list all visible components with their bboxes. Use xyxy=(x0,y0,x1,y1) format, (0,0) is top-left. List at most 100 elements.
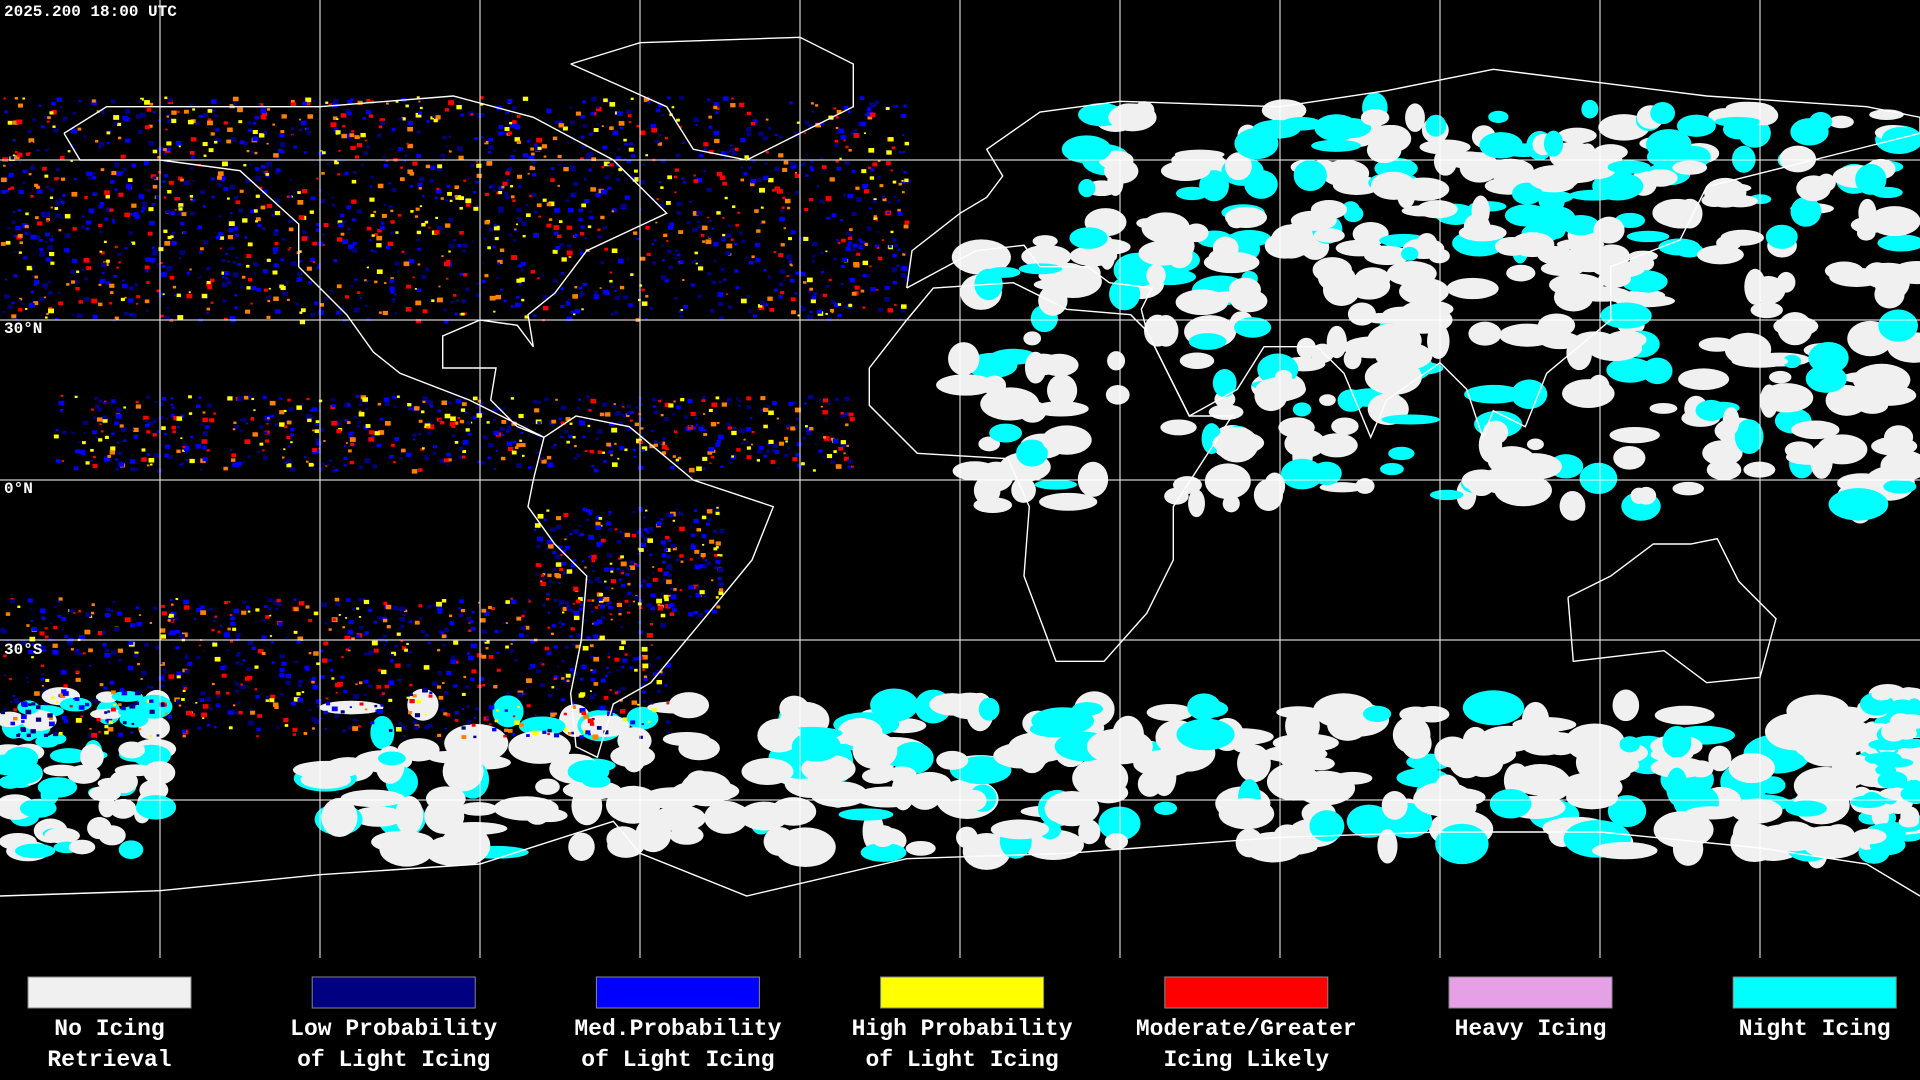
icing-speck xyxy=(638,548,644,552)
icing-speck xyxy=(106,281,111,285)
cloud xyxy=(1401,205,1442,217)
icing-speck xyxy=(481,684,485,687)
cloud xyxy=(1187,693,1221,721)
coastline xyxy=(1567,537,1777,684)
icing-speck xyxy=(671,106,675,109)
icing-speck xyxy=(847,244,851,247)
icing-speck xyxy=(558,603,562,607)
icing-speck xyxy=(313,164,316,166)
icing-speck xyxy=(619,646,625,650)
icing-speck xyxy=(579,735,584,739)
icing-speck xyxy=(537,513,544,519)
cloud xyxy=(1750,301,1783,319)
icing-speck xyxy=(547,728,552,733)
icing-speck xyxy=(579,291,585,296)
icing-speck xyxy=(587,424,591,427)
icing-speck xyxy=(564,601,570,605)
icing-speck xyxy=(735,286,740,289)
icing-speck xyxy=(609,279,613,283)
icing-speck xyxy=(664,136,669,140)
icing-speck xyxy=(703,565,708,569)
cloud xyxy=(1540,261,1586,277)
icing-speck xyxy=(531,152,535,156)
icing-speck xyxy=(171,110,177,115)
icing-speck xyxy=(424,454,428,458)
icing-speck xyxy=(336,237,343,242)
icing-speck xyxy=(251,150,255,154)
icing-speck xyxy=(534,523,541,528)
icing-speck xyxy=(99,683,104,687)
icing-speck xyxy=(214,615,218,618)
icing-speck xyxy=(670,587,673,590)
icing-speck xyxy=(176,293,181,298)
icing-speck xyxy=(560,287,564,291)
icing-speck xyxy=(5,240,11,245)
cloud xyxy=(1744,268,1766,305)
icing-speck xyxy=(246,254,252,259)
icing-speck xyxy=(412,276,415,279)
icing-speck xyxy=(353,307,360,313)
icing-speck xyxy=(491,607,495,611)
icing-speck xyxy=(665,548,671,552)
icing-speck xyxy=(616,567,620,571)
icing-speck xyxy=(443,308,447,312)
icing-speck xyxy=(398,721,402,725)
cloud xyxy=(669,825,704,845)
icing-speck xyxy=(316,441,322,446)
icing-speck xyxy=(253,209,258,213)
icing-speck xyxy=(516,208,522,213)
icing-speck xyxy=(104,400,107,403)
icing-speck xyxy=(592,622,595,625)
icing-speck xyxy=(830,460,836,464)
icing-speck xyxy=(349,133,355,138)
icing-speck xyxy=(317,450,321,454)
icing-speck xyxy=(188,395,192,399)
icing-speck xyxy=(686,221,691,225)
cloud xyxy=(1643,169,1678,187)
icing-speck xyxy=(561,549,567,554)
icing-speck xyxy=(744,155,749,159)
icing-speck xyxy=(505,430,509,433)
icing-speck xyxy=(873,198,877,201)
icing-speck xyxy=(903,171,907,174)
icing-speck xyxy=(426,399,431,404)
icing-speck xyxy=(501,420,507,424)
icing-speck xyxy=(144,299,150,304)
icing-speck xyxy=(166,266,173,271)
icing-speck xyxy=(408,710,413,715)
icing-speck xyxy=(679,526,685,532)
icing-speck xyxy=(255,194,260,198)
icing-speck xyxy=(36,189,43,194)
icing-speck xyxy=(848,303,853,307)
icing-speck xyxy=(16,119,23,125)
icing-speck xyxy=(71,431,75,435)
icing-speck xyxy=(442,644,446,647)
icing-speck xyxy=(399,117,403,121)
icing-speck xyxy=(359,702,364,706)
icing-speck xyxy=(128,286,134,291)
icing-speck xyxy=(901,179,904,182)
icing-speck xyxy=(251,646,256,651)
icing-speck xyxy=(573,313,576,316)
icing-speck xyxy=(233,226,239,231)
icing-speck xyxy=(512,715,516,718)
icing-speck xyxy=(321,602,328,608)
icing-speck xyxy=(609,421,615,426)
icing-speck xyxy=(292,733,296,736)
cloud xyxy=(19,798,57,818)
icing-speck xyxy=(351,637,355,641)
icing-speck xyxy=(493,223,497,227)
icing-speck xyxy=(757,178,763,183)
icing-speck xyxy=(189,195,194,198)
icing-speck xyxy=(131,203,137,208)
icing-speck xyxy=(730,144,733,147)
icing-speck xyxy=(393,461,396,464)
cloud xyxy=(1046,374,1078,407)
icing-speck xyxy=(532,399,538,404)
icing-speck xyxy=(40,608,46,613)
icing-speck xyxy=(740,178,745,182)
icing-speck xyxy=(689,200,692,203)
icing-speck xyxy=(558,220,563,224)
icing-speck xyxy=(217,630,221,633)
icing-speck xyxy=(274,170,280,175)
